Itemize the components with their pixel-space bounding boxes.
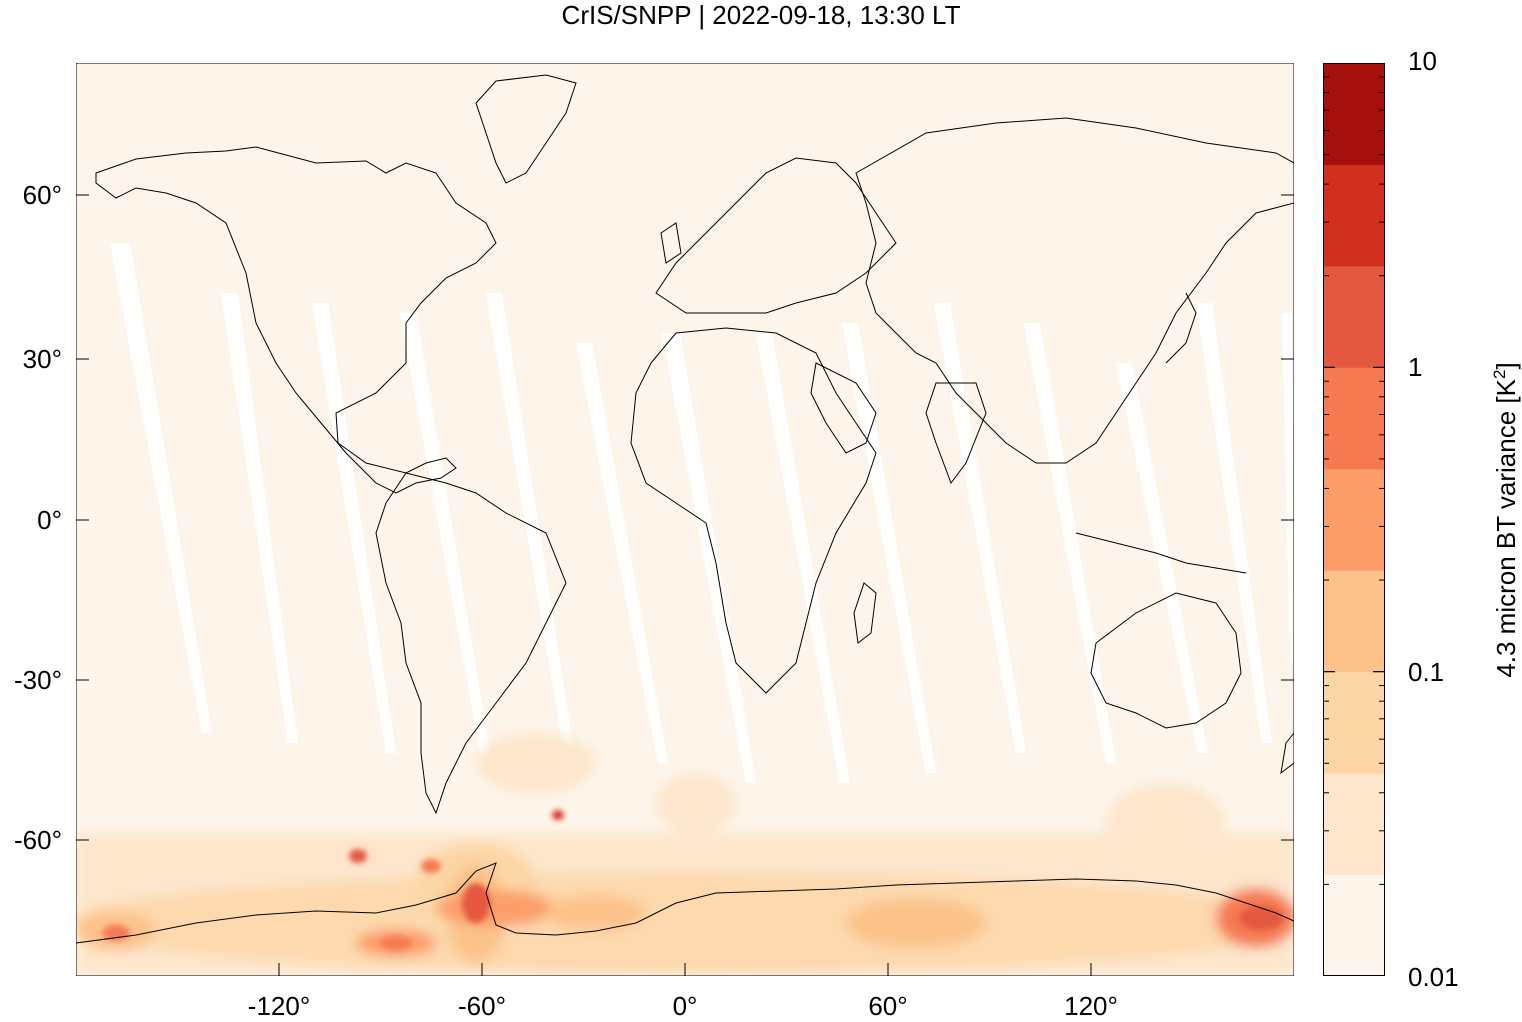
colorbar-band	[1323, 367, 1385, 470]
y-tick-label: -60°	[14, 825, 62, 855]
coastlines	[76, 74, 1294, 944]
x-tick-label: 60°	[868, 991, 908, 1021]
y-tick-label: 0°	[37, 505, 62, 535]
colorbar-bands	[1323, 63, 1385, 976]
colorbar-band	[1323, 671, 1385, 774]
colorbar-band	[1323, 874, 1385, 976]
africa-coast	[630, 327, 877, 694]
map-plot-area	[76, 63, 1294, 976]
colorbar-ticks	[1323, 63, 1385, 976]
colorbar-band	[1323, 468, 1385, 571]
south-america-coast	[375, 472, 567, 815]
colorbar-tick-label: 0.1	[1408, 657, 1445, 687]
variance-field	[76, 733, 1294, 976]
north-america-coast	[95, 146, 497, 494]
y-tick-label: 60°	[22, 180, 62, 210]
colorbar-band	[1323, 63, 1385, 165]
axis-ticks	[76, 63, 1294, 976]
greenland-coast	[475, 74, 577, 184]
india-coast	[925, 382, 987, 485]
swath-gaps	[110, 243, 1294, 783]
x-tick-label: 0°	[672, 991, 698, 1021]
colorbar-tick-label: 0.01	[1408, 962, 1459, 992]
colorbar-band	[1323, 265, 1385, 368]
world-map	[76, 63, 1294, 976]
new-zealand-coast	[1280, 732, 1294, 775]
colorbar-title: 4.3 micron BT variance [K2]	[1490, 362, 1521, 678]
x-tick-label: -60°	[458, 991, 506, 1021]
x-tick-label: -120°	[247, 991, 311, 1021]
asia-coast	[855, 117, 1294, 464]
indonesia-coast	[1075, 532, 1247, 574]
colorbar	[1323, 63, 1385, 976]
colorbar-band	[1323, 773, 1385, 876]
plot-title: CrIS/SNPP | 2022-09-18, 13:30 LT	[561, 0, 961, 30]
colorbar-band	[1323, 164, 1385, 267]
europe-coast	[655, 157, 897, 314]
arabia-coast	[810, 362, 877, 454]
colorbar-band	[1323, 570, 1385, 673]
y-tick-label: 30°	[22, 344, 62, 374]
australia-coast	[1090, 592, 1242, 729]
y-tick-label: -30°	[14, 665, 62, 695]
uk-coast	[660, 222, 682, 264]
colorbar-tick-label: 1	[1408, 352, 1423, 382]
madagascar-coast	[853, 582, 877, 644]
x-tick-label: 120°	[1064, 991, 1118, 1021]
colorbar-tick-label: 10	[1408, 46, 1437, 76]
japan-coast	[1165, 292, 1197, 364]
antarctica-coast	[76, 862, 1294, 944]
